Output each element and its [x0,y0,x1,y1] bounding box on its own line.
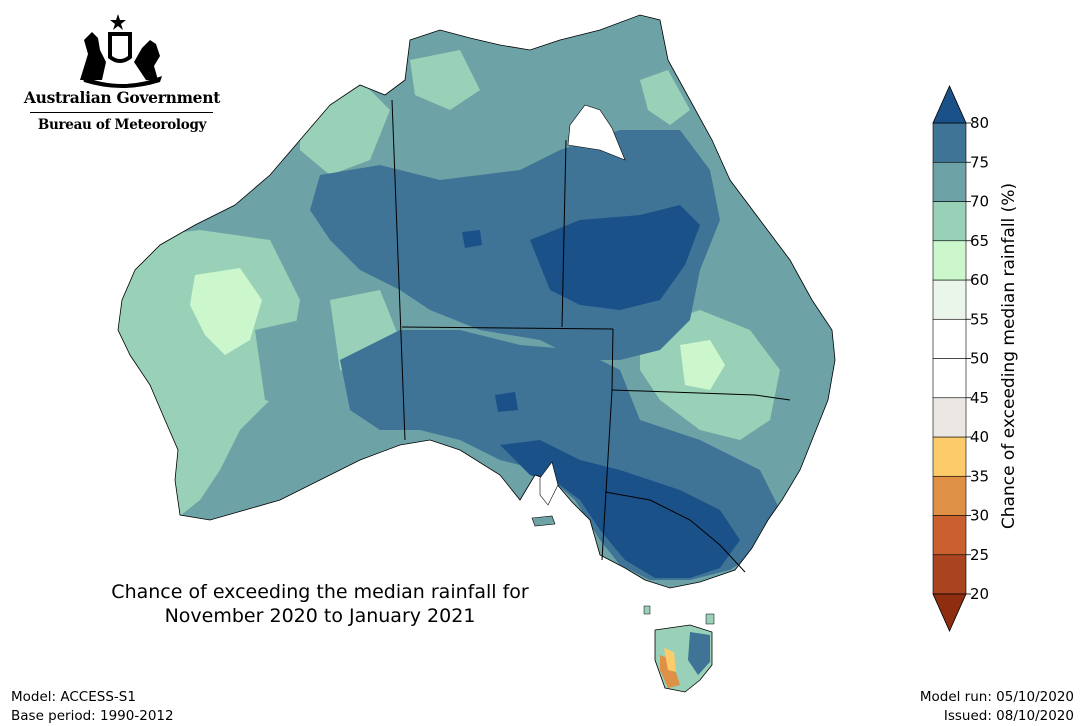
colorbar-tick-label: 45 [970,389,989,407]
colorbar-bin-40-45 [932,397,967,438]
model-name: Model: ACCESS-S1 [11,689,136,705]
map-title-line2: November 2020 to January 2021 [164,605,476,627]
zone-80-plus-sa [495,392,518,412]
colorbar-bin-30-35 [932,475,967,516]
colorbar-tick-label: 20 [970,585,989,603]
colorbar-tick-label: 50 [970,350,989,368]
colorbar-tick-label: 80 [970,114,989,132]
government-name: Australian Government [23,88,221,107]
coat-of-arms-icon [80,14,162,88]
tasmania-zone-dry [660,655,680,688]
rainfall-map [117,14,836,693]
model-run-date: Model run: 05/10/2020 [919,689,1074,705]
map-title: Chance of exceeding the median rainfall … [60,580,580,628]
state-borders [391,99,791,573]
tasmania [643,605,715,693]
zone-65-70-cape [640,70,690,125]
zone-80-plus-qld [530,205,700,310]
colorbar-bin-20-25 [932,554,967,595]
colorbar-tick-label: 35 [970,467,989,485]
zone-80-plus-nt [462,230,482,248]
colorbar-bin-70-75 [932,161,967,202]
zone-60-65-qld [680,340,725,390]
colorbar-tick-label: 65 [970,232,989,250]
zone-80-plus-se [500,440,740,578]
bom-logo: Australian Government Bureau of Meteorol… [22,10,222,140]
colorbar-tick-label: 60 [970,271,989,289]
gulf-of-carpentaria [567,104,626,161]
base-period: Base period: 1990-2012 [11,708,174,724]
footer-model-info: Model: ACCESS-S1 Base period: 1990-2012 [11,688,174,726]
colorbar-bin-65-70 [932,201,967,242]
mainland-coastline [117,14,836,589]
logo-divider [30,112,213,113]
colorbar-bin-25-30 [932,515,967,556]
map-title-line1: Chance of exceeding the median rainfall … [111,581,529,603]
zone-65-70-gulf [410,50,480,110]
tasmania-zone-light [664,648,676,672]
colorbar-tick-label: 30 [970,507,989,525]
colorbar-bin-50-55 [932,318,967,359]
colorbar-max-arrow [932,85,967,124]
colorbar-label: Chance of exceeding median rainfall (%) [999,182,1019,530]
colorbar-tick-label: 55 [970,310,989,328]
zone-70-75-qld-coast [720,250,790,330]
tasmania-zone-blue [688,632,710,675]
colorbar-bin-75-80 [932,122,967,163]
king-island [643,605,651,615]
colorbar-bin-55-60 [932,279,967,320]
colorbar-tick-label: 40 [970,428,989,446]
agency-name: Bureau of Meteorology [37,117,207,133]
spencer-gulf [539,461,559,506]
colorbar-bin-45-50 [932,358,967,399]
colorbar-tick-label: 75 [970,153,989,171]
colorbar-min-arrow [932,593,967,632]
colorbar-tick-label: 25 [970,546,989,564]
colorbar-bin-35-40 [932,436,967,477]
kangaroo-island [531,515,556,527]
bass-strait-island [705,613,715,625]
issued-date: Issued: 08/10/2020 [943,708,1074,724]
colorbar-tick-label: 70 [970,193,989,211]
zone-70-75-wa-mid [255,320,320,410]
colorbar-bin-60-65 [932,240,967,281]
zone-60-65-wa [190,268,262,355]
footer-run-info: Model run: 05/10/2020 Issued: 08/10/2020 [920,688,1074,726]
colorbar: 20 25 30 35 40 45 50 55 60 65 70 75 80 [932,85,989,632]
